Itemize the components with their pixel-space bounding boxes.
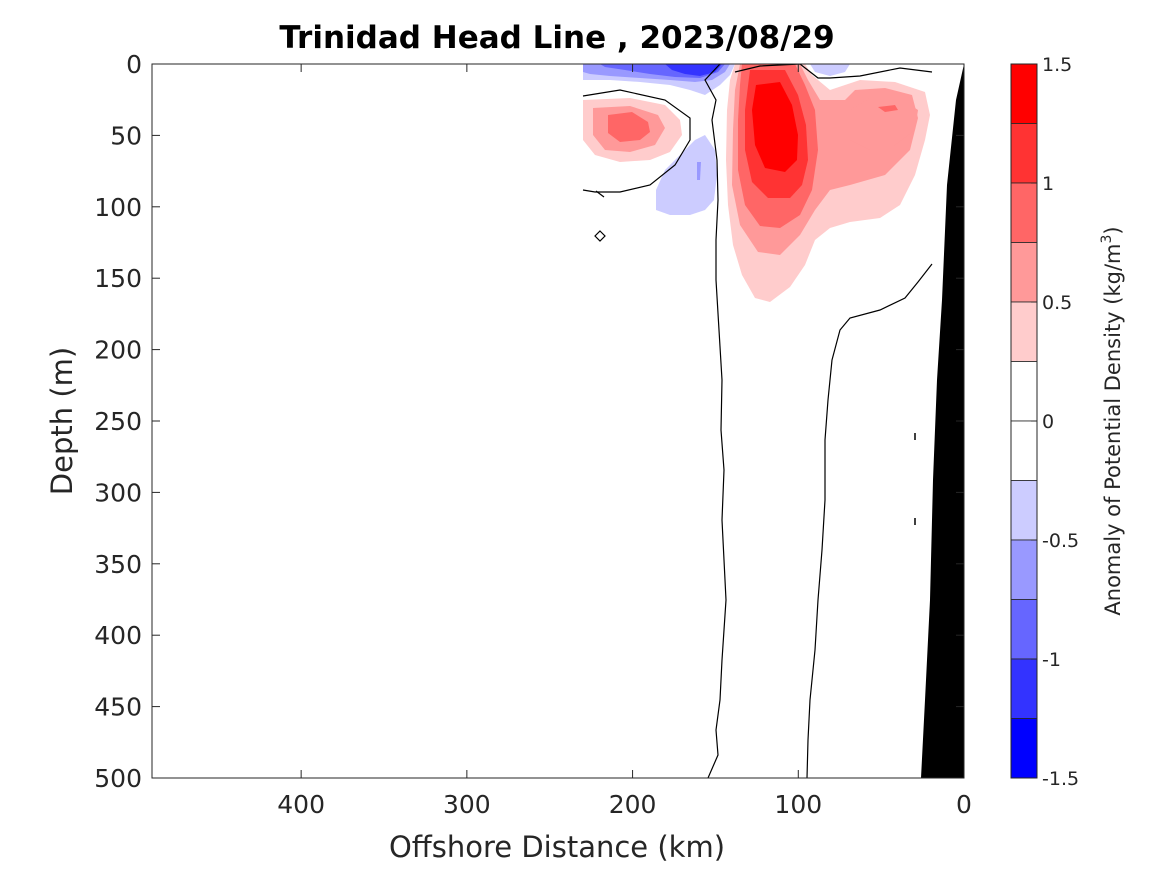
colorbar-level xyxy=(1010,123,1038,184)
negative-surface-core xyxy=(665,64,722,76)
colorbar-level xyxy=(1010,658,1038,719)
y-tick-label: 200 xyxy=(94,336,142,365)
zero-contour-offshore xyxy=(704,64,727,778)
colorbar-label-end: ) xyxy=(1101,226,1125,234)
negative-subsurface-anomaly xyxy=(656,135,717,215)
colorbar-tick-label: 0.5 xyxy=(1042,292,1072,314)
y-tick-label: 500 xyxy=(94,764,142,793)
y-tick-label: 250 xyxy=(94,407,142,436)
zero-contour-offshore-blob xyxy=(582,89,691,193)
y-axis: 0 50 100 150 200 250 300 350 400 450 500 xyxy=(94,50,964,793)
zero-contour-tail xyxy=(595,190,605,198)
x-tick-label: 200 xyxy=(609,790,657,819)
colorbar-level xyxy=(1010,361,1038,422)
colorbar-level xyxy=(1010,420,1038,481)
colorbar-level xyxy=(1010,242,1038,303)
negative-right-surface xyxy=(810,64,850,76)
colorbar-tick-label: 0 xyxy=(1042,411,1054,433)
y-tick-label: 400 xyxy=(94,621,142,650)
zero-contour-surface-inshore xyxy=(734,64,933,79)
colorbar-ticks: 1.5 1 0.5 0 -0.5 -1 -1.5 xyxy=(1031,54,1079,790)
colorbar-tick-label: 1.5 xyxy=(1042,54,1072,76)
colorbar-label-sup: 3 xyxy=(1099,235,1115,244)
seafloor-polygon xyxy=(921,64,964,778)
x-tick-label: 400 xyxy=(277,790,325,819)
negative-subsurface-streak xyxy=(697,162,701,180)
colorbar-tick-label: -0.5 xyxy=(1042,530,1079,552)
zero-contour-diamond xyxy=(594,230,606,242)
colorbar-level xyxy=(1010,182,1038,243)
x-tick-label: 100 xyxy=(774,790,822,819)
colorbar-label: Anomaly of Potential Density (kg/m3) xyxy=(1099,226,1125,615)
y-tick-label: 50 xyxy=(110,121,142,150)
y-tick-label: 300 xyxy=(94,478,142,507)
colorbar-level xyxy=(1010,301,1038,362)
y-tick-label: 350 xyxy=(94,550,142,579)
y-tick-label: 450 xyxy=(94,693,142,722)
y-tick-label: 0 xyxy=(126,50,142,79)
y-tick-label: 150 xyxy=(94,264,142,293)
colorbar xyxy=(1010,63,1038,779)
positive-core-peak xyxy=(752,82,798,172)
positive-offshore-core xyxy=(608,112,650,142)
colorbar-level xyxy=(1010,718,1038,779)
x-tick-label: 300 xyxy=(443,790,491,819)
x-axis: 400 300 200 100 0 xyxy=(277,64,972,819)
colorbar-label-main: Anomaly of Potential Density (kg/m xyxy=(1101,244,1125,616)
zero-contour-inshore xyxy=(806,263,933,778)
colorbar-level xyxy=(1010,480,1038,541)
chart-title: Trinidad Head Line , 2023/08/29 xyxy=(279,20,834,56)
colorbar-level xyxy=(1010,539,1038,600)
x-tick-label: 0 xyxy=(956,790,972,819)
colorbar-tick-label: 1 xyxy=(1042,173,1054,195)
colorbar-level xyxy=(1010,599,1038,660)
colorbar-tick-label: -1 xyxy=(1042,649,1061,671)
colorbar-level xyxy=(1010,63,1038,124)
x-axis-label: Offshore Distance (km) xyxy=(389,830,725,864)
plot-area xyxy=(151,63,965,779)
contour-fill-layer xyxy=(582,64,964,778)
positive-inshore-mid xyxy=(850,98,918,150)
colorbar-tick-label: -1.5 xyxy=(1042,768,1079,790)
positive-inshore-core xyxy=(878,105,898,112)
y-axis-label: Depth (m) xyxy=(45,347,79,495)
y-tick-label: 100 xyxy=(94,193,142,222)
